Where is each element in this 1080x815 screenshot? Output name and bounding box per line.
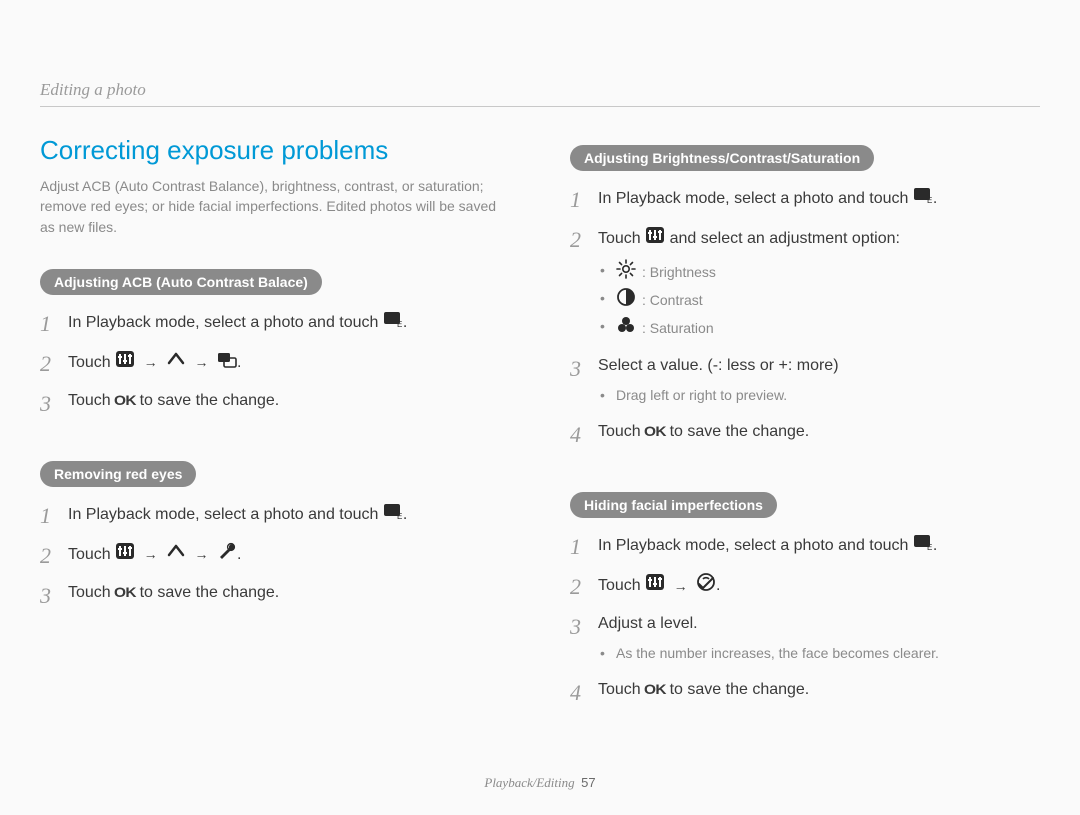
step: Touch OK to save the change.: [570, 678, 1040, 702]
list-item: : Contrast: [598, 287, 1040, 315]
steps-face: In Playback mode, select a photo and tou…: [570, 532, 1040, 702]
heading-face: Hiding facial imperfections: [570, 492, 777, 518]
step-text: .: [933, 190, 937, 207]
arrow-icon: →: [144, 352, 158, 373]
ok-icon: OK: [114, 582, 136, 603]
step: Select a value. (-: less or +: more) Dra…: [570, 354, 1040, 408]
steps-acb: In Playback mode, select a photo and tou…: [40, 309, 510, 413]
step-text: Touch: [68, 584, 115, 601]
step: Touch → → .: [40, 349, 510, 377]
sliders-icon: [115, 349, 135, 377]
option-label: : Brightness: [642, 261, 716, 285]
step-text: .: [933, 537, 937, 554]
contrast-icon: [616, 287, 636, 315]
list-item: : Brightness: [598, 259, 1040, 287]
step-text: Adjust a level.: [598, 615, 698, 632]
steps-redeye: In Playback mode, select a photo and tou…: [40, 501, 510, 605]
section-title: Correcting exposure problems: [40, 135, 510, 166]
up-chevron-icon: [166, 541, 186, 569]
step-text: and select an adjustment option:: [670, 230, 900, 247]
step-text: Touch: [598, 681, 645, 698]
step: In Playback mode, select a photo and tou…: [570, 532, 1040, 560]
step: Touch → .: [570, 572, 1040, 600]
step-text: .: [403, 506, 407, 523]
step: In Playback mode, select a photo and tou…: [40, 501, 510, 529]
step: In Playback mode, select a photo and tou…: [570, 185, 1040, 213]
up-chevron-icon: [166, 349, 186, 377]
step-text: .: [237, 354, 241, 371]
intro-text: Adjust ACB (Auto Contrast Balance), brig…: [40, 176, 510, 237]
acb-icon: [217, 349, 237, 377]
sliders-icon: [115, 541, 135, 569]
step: Adjust a level. As the number increases,…: [570, 612, 1040, 666]
step-text: Touch: [598, 423, 645, 440]
arrow-icon: →: [195, 352, 209, 373]
step-text: In Playback mode, select a photo and tou…: [68, 506, 383, 523]
arrow-icon: →: [144, 544, 158, 565]
redeye-brush-icon: [217, 541, 237, 569]
step-text: to save the change.: [140, 584, 280, 601]
steps-bcs: In Playback mode, select a photo and tou…: [570, 185, 1040, 444]
step-note: Drag left or right to preview.: [598, 384, 1040, 408]
heading-acb: Adjusting ACB (Auto Contrast Balace): [40, 269, 322, 295]
page-number: 57: [581, 775, 595, 790]
step-text: .: [716, 577, 720, 594]
step-text: to save the change.: [670, 423, 810, 440]
edit-mode-icon: [913, 185, 933, 213]
footer-section: Playback/Editing: [484, 775, 574, 790]
step: In Playback mode, select a photo and tou…: [40, 309, 510, 337]
step-text: .: [237, 546, 241, 563]
heading-bcs: Adjusting Brightness/Contrast/Saturation: [570, 145, 874, 171]
face-retouch-icon: [696, 572, 716, 600]
step-text: Touch: [68, 392, 115, 409]
ok-icon: OK: [644, 679, 666, 700]
step: Touch OK to save the change.: [40, 581, 510, 605]
page-footer: Playback/Editing 57: [0, 775, 1080, 791]
option-label: : Contrast: [642, 289, 703, 313]
step-text: In Playback mode, select a photo and tou…: [598, 537, 913, 554]
step-text: to save the change.: [140, 392, 280, 409]
step-text: Touch: [598, 577, 645, 594]
edit-mode-icon: [383, 501, 403, 529]
step-text: Touch: [68, 546, 115, 563]
option-label: : Saturation: [642, 317, 714, 341]
step-text: .: [403, 314, 407, 331]
step: Touch → → .: [40, 541, 510, 569]
list-item: : Saturation: [598, 315, 1040, 343]
sliders-icon: [645, 572, 665, 600]
ok-icon: OK: [644, 421, 666, 442]
step: Touch and select an adjustment option: :…: [570, 225, 1040, 342]
step-text: Touch: [598, 230, 645, 247]
arrow-icon: →: [195, 544, 209, 565]
list-item: Drag left or right to preview.: [598, 384, 1040, 408]
step-text: Select a value. (-: less or +: more): [598, 357, 839, 374]
heading-redeye: Removing red eyes: [40, 461, 196, 487]
step-text: to save the change.: [670, 681, 810, 698]
breadcrumb: Editing a photo: [40, 80, 1040, 107]
step-text: In Playback mode, select a photo and tou…: [598, 190, 913, 207]
brightness-icon: [616, 259, 636, 287]
saturation-icon: [616, 315, 636, 343]
ok-icon: OK: [114, 390, 136, 411]
step-text: In Playback mode, select a photo and tou…: [68, 314, 383, 331]
step-note: As the number increases, the face become…: [598, 642, 1040, 666]
right-column: Adjusting Brightness/Contrast/Saturation…: [570, 135, 1040, 714]
arrow-icon: →: [674, 576, 688, 597]
edit-mode-icon: [383, 309, 403, 337]
edit-mode-icon: [913, 532, 933, 560]
sliders-icon: [645, 225, 665, 253]
list-item: As the number increases, the face become…: [598, 642, 1040, 666]
adjustment-options: : Brightness : Contrast : Saturation: [598, 259, 1040, 342]
left-column: Correcting exposure problems Adjust ACB …: [40, 135, 510, 714]
step-text: Touch: [68, 354, 115, 371]
step: Touch OK to save the change.: [570, 420, 1040, 444]
step: Touch OK to save the change.: [40, 389, 510, 413]
